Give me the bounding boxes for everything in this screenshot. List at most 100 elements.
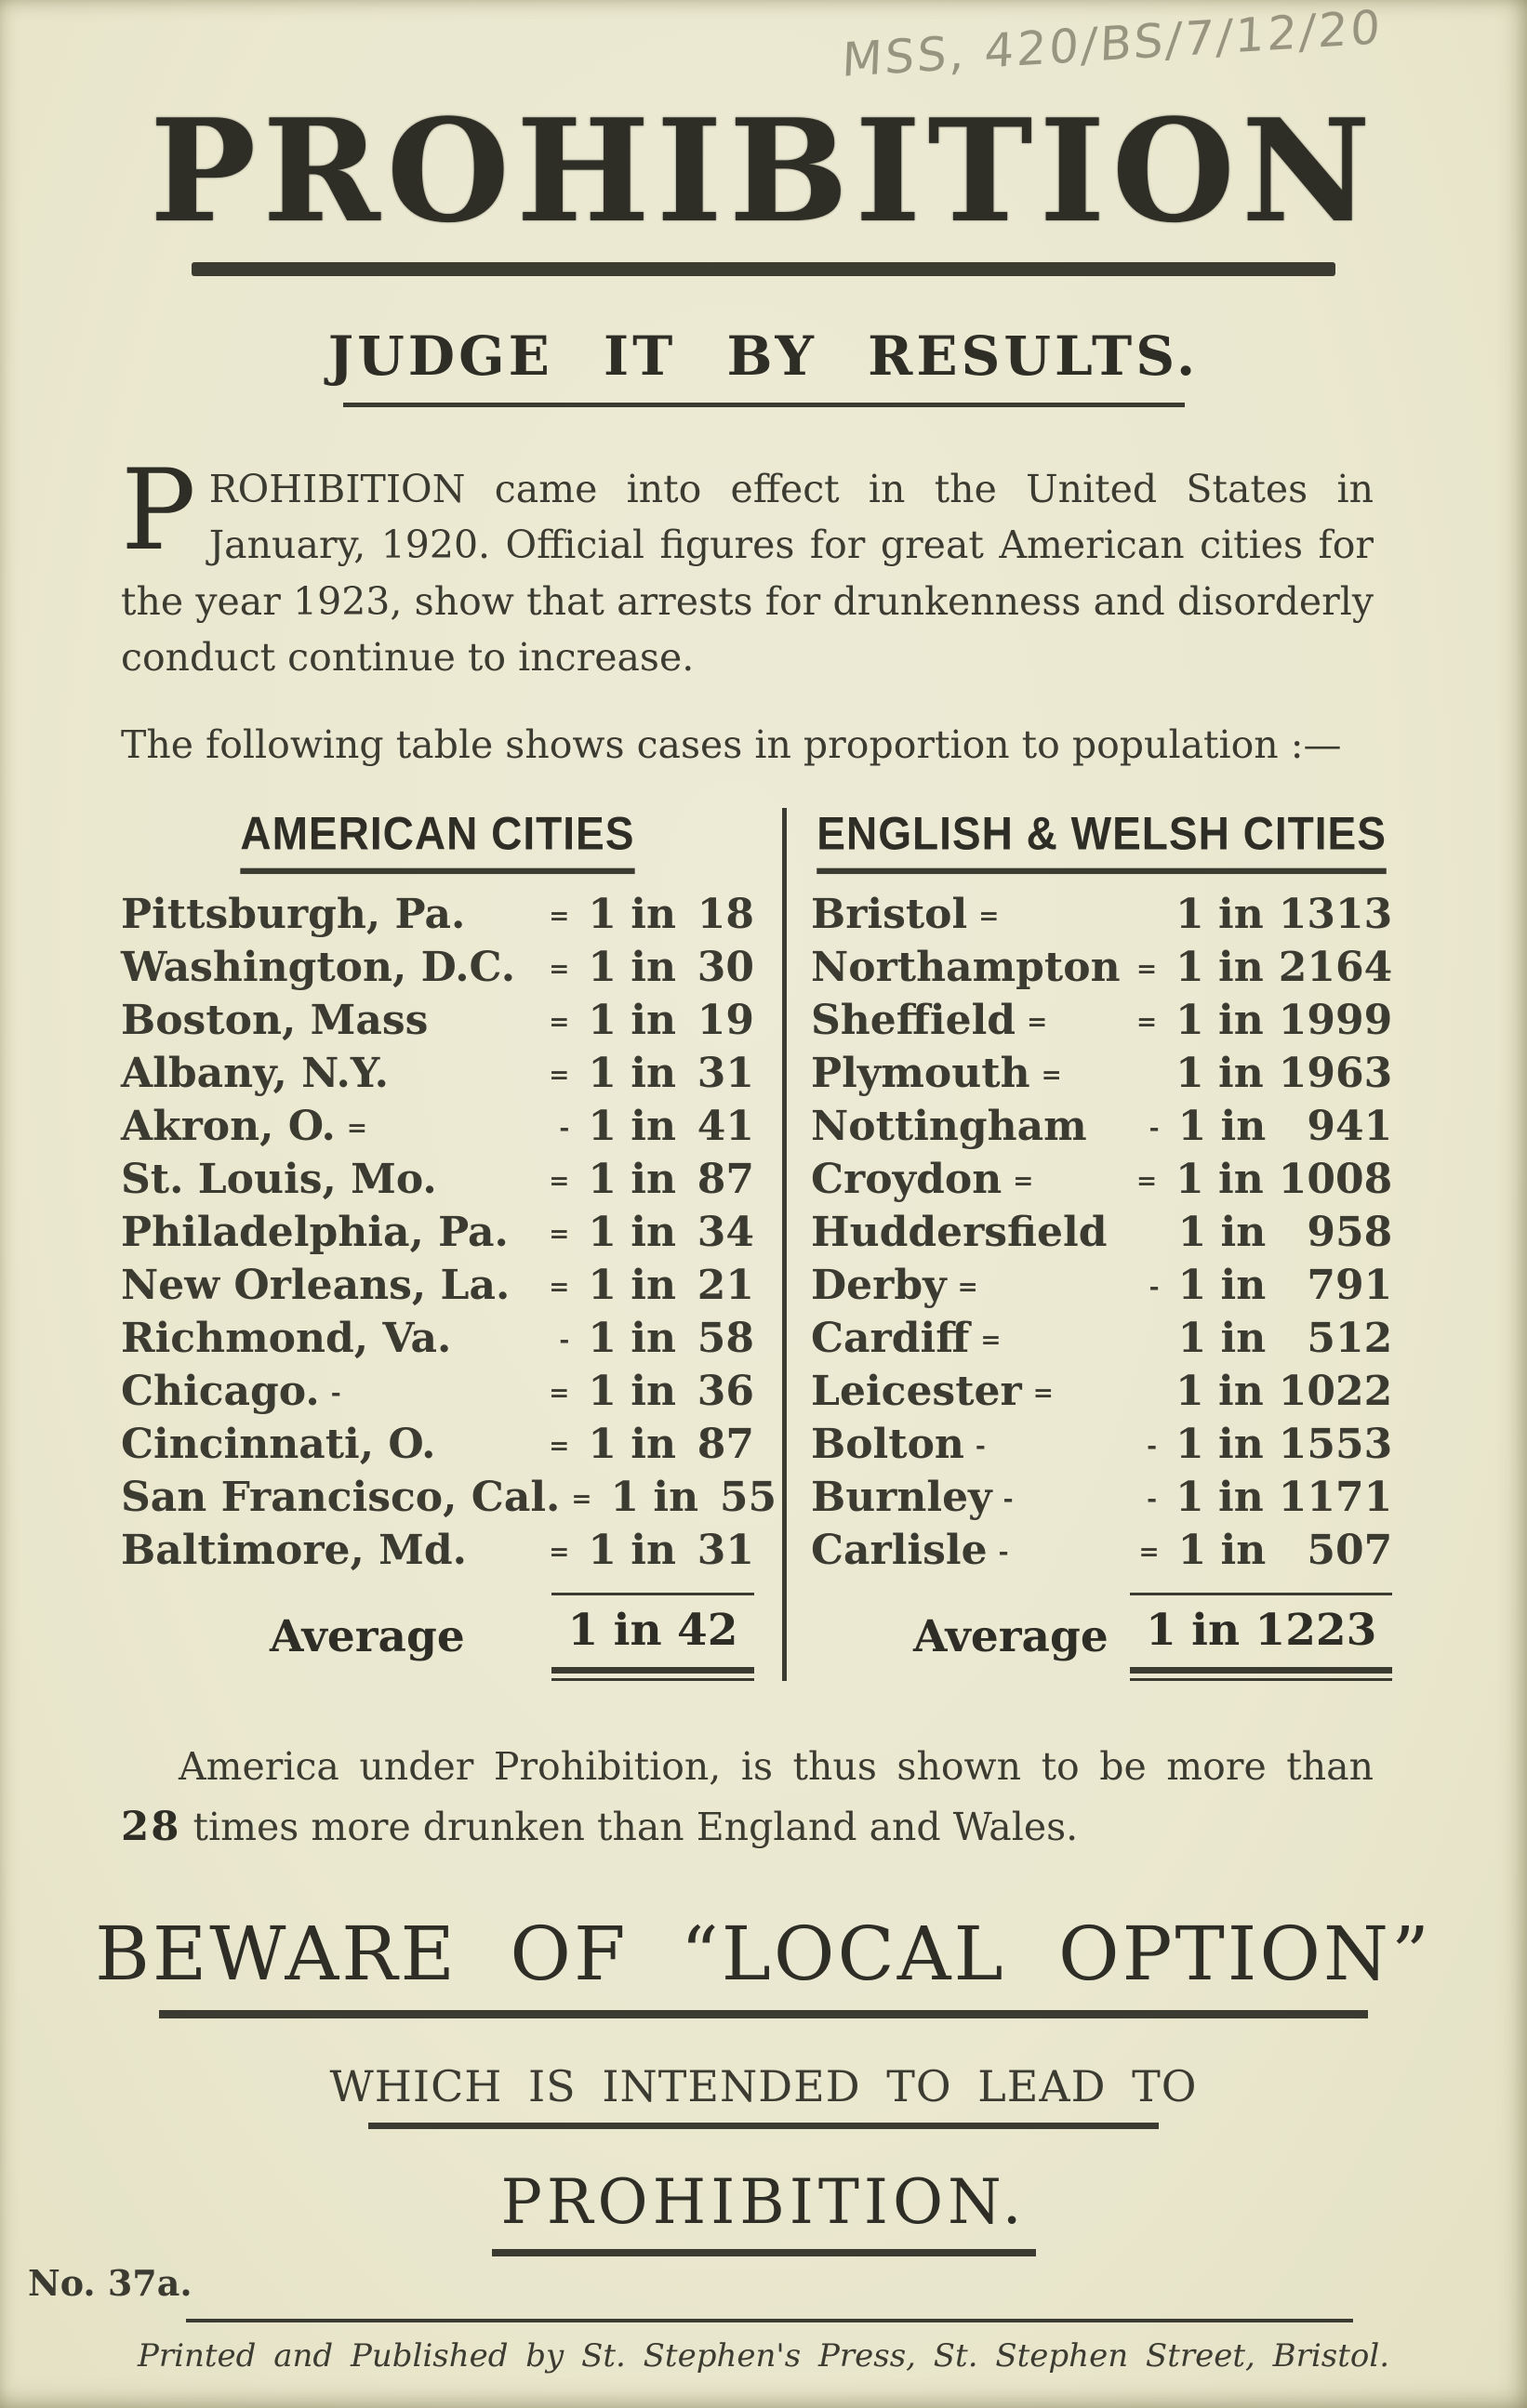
lead-to-underline-rule <box>368 2122 1159 2129</box>
city-name: Huddersfield <box>811 1209 1108 1257</box>
ratio-value: 1 in 21 <box>588 1262 754 1309</box>
ratio-prefix: 1 in <box>588 1262 676 1310</box>
table-row: St. Louis, Mo. = 1 in 87 <box>121 1156 754 1209</box>
ratio-number: 21 <box>697 1262 754 1310</box>
ratio-number: 791 <box>1307 1262 1393 1310</box>
city-name: Washington, D.C. <box>121 944 516 992</box>
city-name: Richmond, Va. <box>121 1315 452 1363</box>
dash-mark: = <box>1138 1538 1160 1568</box>
ratio-value: 1 in 791 <box>1178 1262 1393 1309</box>
english-average-row: Average 1 in 1223 <box>811 1593 1393 1682</box>
prohibition-footer-heading: PROHIBITION. <box>500 2165 1027 2238</box>
ratio-value: 1 in 31 <box>588 1050 754 1097</box>
ratio-value: 1 in 1171 <box>1175 1474 1392 1521</box>
city-name: Chicago. <box>121 1368 320 1416</box>
ratio-prefix: 1 in <box>1177 1209 1267 1257</box>
ratio-number: 41 <box>697 1103 754 1151</box>
ratio-prefix: 1 in <box>588 1209 676 1257</box>
ratio-value: 1 in 1963 <box>1175 1050 1392 1097</box>
city-name: St. Louis, Mo. <box>121 1156 437 1204</box>
table-row: Sheffield = = 1 in 1999 <box>811 997 1392 1050</box>
dash-mark: - <box>1147 1485 1158 1515</box>
ratio-number: 36 <box>697 1368 754 1416</box>
dash-mark: = <box>549 1273 570 1303</box>
ratio-number: 19 <box>697 997 754 1045</box>
ratio-number: 30 <box>697 944 754 992</box>
ratio-number: 507 <box>1307 1527 1393 1575</box>
english-column-header: ENGLISH & WELSH CITIES <box>811 807 1392 875</box>
table-row: Akron, O. = - 1 in 41 <box>121 1103 754 1156</box>
double-rule <box>551 1667 754 1682</box>
ratio-value: 1 in 1553 <box>1175 1421 1392 1468</box>
ratio-prefix: 1 in <box>1175 1050 1264 1098</box>
ratio-value: 1 in 1022 <box>1175 1368 1392 1415</box>
average-value-box: 1 in 42 <box>551 1593 754 1682</box>
table-row: Albany, N.Y. = 1 in 31 <box>121 1050 754 1103</box>
dash-mark: - <box>1149 1114 1160 1144</box>
ratio-value: 1 in 507 <box>1178 1527 1393 1574</box>
table-row: Carlisle - = 1 in 507 <box>811 1527 1392 1580</box>
ratio-value: 1 in 87 <box>588 1421 754 1468</box>
city-name: Carlisle <box>811 1527 988 1575</box>
dash-mark: = <box>1032 1379 1054 1409</box>
city-name: Bolton <box>811 1421 964 1469</box>
ratio-prefix: 1 in <box>588 1527 676 1575</box>
ratio-value: 1 in 1313 <box>1175 891 1392 938</box>
dash-mark: = <box>549 1379 570 1409</box>
table-row: Chicago. - = 1 in 36 <box>121 1368 754 1421</box>
dash-mark: = <box>549 1220 570 1250</box>
ratio-number: 31 <box>697 1527 754 1575</box>
english-rows: Bristol = 1 in 1313 Northampton <box>811 891 1392 1580</box>
table-caption: The following table shows cases in propo… <box>121 722 1342 768</box>
table-row: Cincinnati, O. = 1 in 87 <box>121 1421 754 1474</box>
ratio-prefix: 1 in <box>1177 1262 1267 1310</box>
ratio-number: 1171 <box>1278 1474 1393 1522</box>
ratio-prefix: 1 in <box>1175 1474 1264 1522</box>
ratio-number: 58 <box>697 1315 754 1363</box>
american-cities-column: AMERICAN CITIES Pittsburgh, Pa. = 1 in 1… <box>121 807 787 1682</box>
prohibition-underline-rule <box>491 2248 1036 2256</box>
table-row: Northampton = 1 in 2164 <box>811 944 1392 997</box>
beware-block: BEWARE OF “LOCAL OPTION” <box>0 1911 1527 2018</box>
dash-mark: = <box>549 1008 570 1038</box>
bold-multiplier: 28 <box>121 1802 181 1850</box>
ratio-number: 958 <box>1307 1209 1393 1257</box>
dash-mark: = <box>1013 1167 1034 1197</box>
ratio-prefix: 1 in <box>1175 1156 1264 1204</box>
table-row: Plymouth = 1 in 1963 <box>811 1050 1392 1103</box>
dash-mark: = <box>1027 1008 1048 1038</box>
ratio-number: 1999 <box>1278 997 1393 1045</box>
intro-text: ROHIBITION came into effect in the Unite… <box>121 467 1374 680</box>
ratio-value: 1 in 58 <box>588 1315 754 1362</box>
ratio-number: 55 <box>719 1474 777 1522</box>
city-name: Bristol <box>811 891 968 939</box>
dash-mark: - <box>998 1538 1009 1568</box>
dash-mark: = <box>549 1167 570 1197</box>
city-name: Sheffield <box>811 997 1016 1045</box>
conclusion-paragraph: America under Prohibition, is thus shown… <box>121 1739 1374 1857</box>
ratio-value: 1 in 1999 <box>1175 997 1392 1044</box>
ratio-number: 1553 <box>1278 1421 1393 1469</box>
ratio-number: 31 <box>697 1050 754 1098</box>
title-block: PROHIBITION <box>0 100 1527 276</box>
dash-mark: - <box>330 1379 341 1409</box>
ratio-value: 1 in 1008 <box>1175 1156 1392 1203</box>
ratio-prefix: 1 in <box>1175 1421 1264 1469</box>
city-name: Cincinnati, O. <box>121 1421 436 1469</box>
ratio-prefix: 1 in <box>1177 1103 1267 1151</box>
dash-mark: = <box>549 1061 570 1091</box>
ratio-number: 1022 <box>1278 1368 1393 1416</box>
ratio-value: 1 in 2164 <box>1175 944 1392 991</box>
table-row: San Francisco, Cal. = 1 in 55 <box>121 1474 777 1527</box>
subtitle-underline-rule <box>342 403 1185 407</box>
city-name: Baltimore, Md. <box>121 1527 467 1575</box>
conclusion-text-before: America under Prohibition, is thus shown… <box>179 1744 1374 1790</box>
city-name: Croydon <box>811 1156 1003 1204</box>
ratio-prefix: 1 in <box>610 1474 699 1522</box>
footer-rule <box>186 2318 1353 2322</box>
average-value: 1 in 42 <box>567 1605 738 1657</box>
ratio-value: 1 in 941 <box>1178 1103 1393 1150</box>
ratio-number: 941 <box>1307 1103 1393 1151</box>
average-label: Average <box>913 1611 1109 1663</box>
